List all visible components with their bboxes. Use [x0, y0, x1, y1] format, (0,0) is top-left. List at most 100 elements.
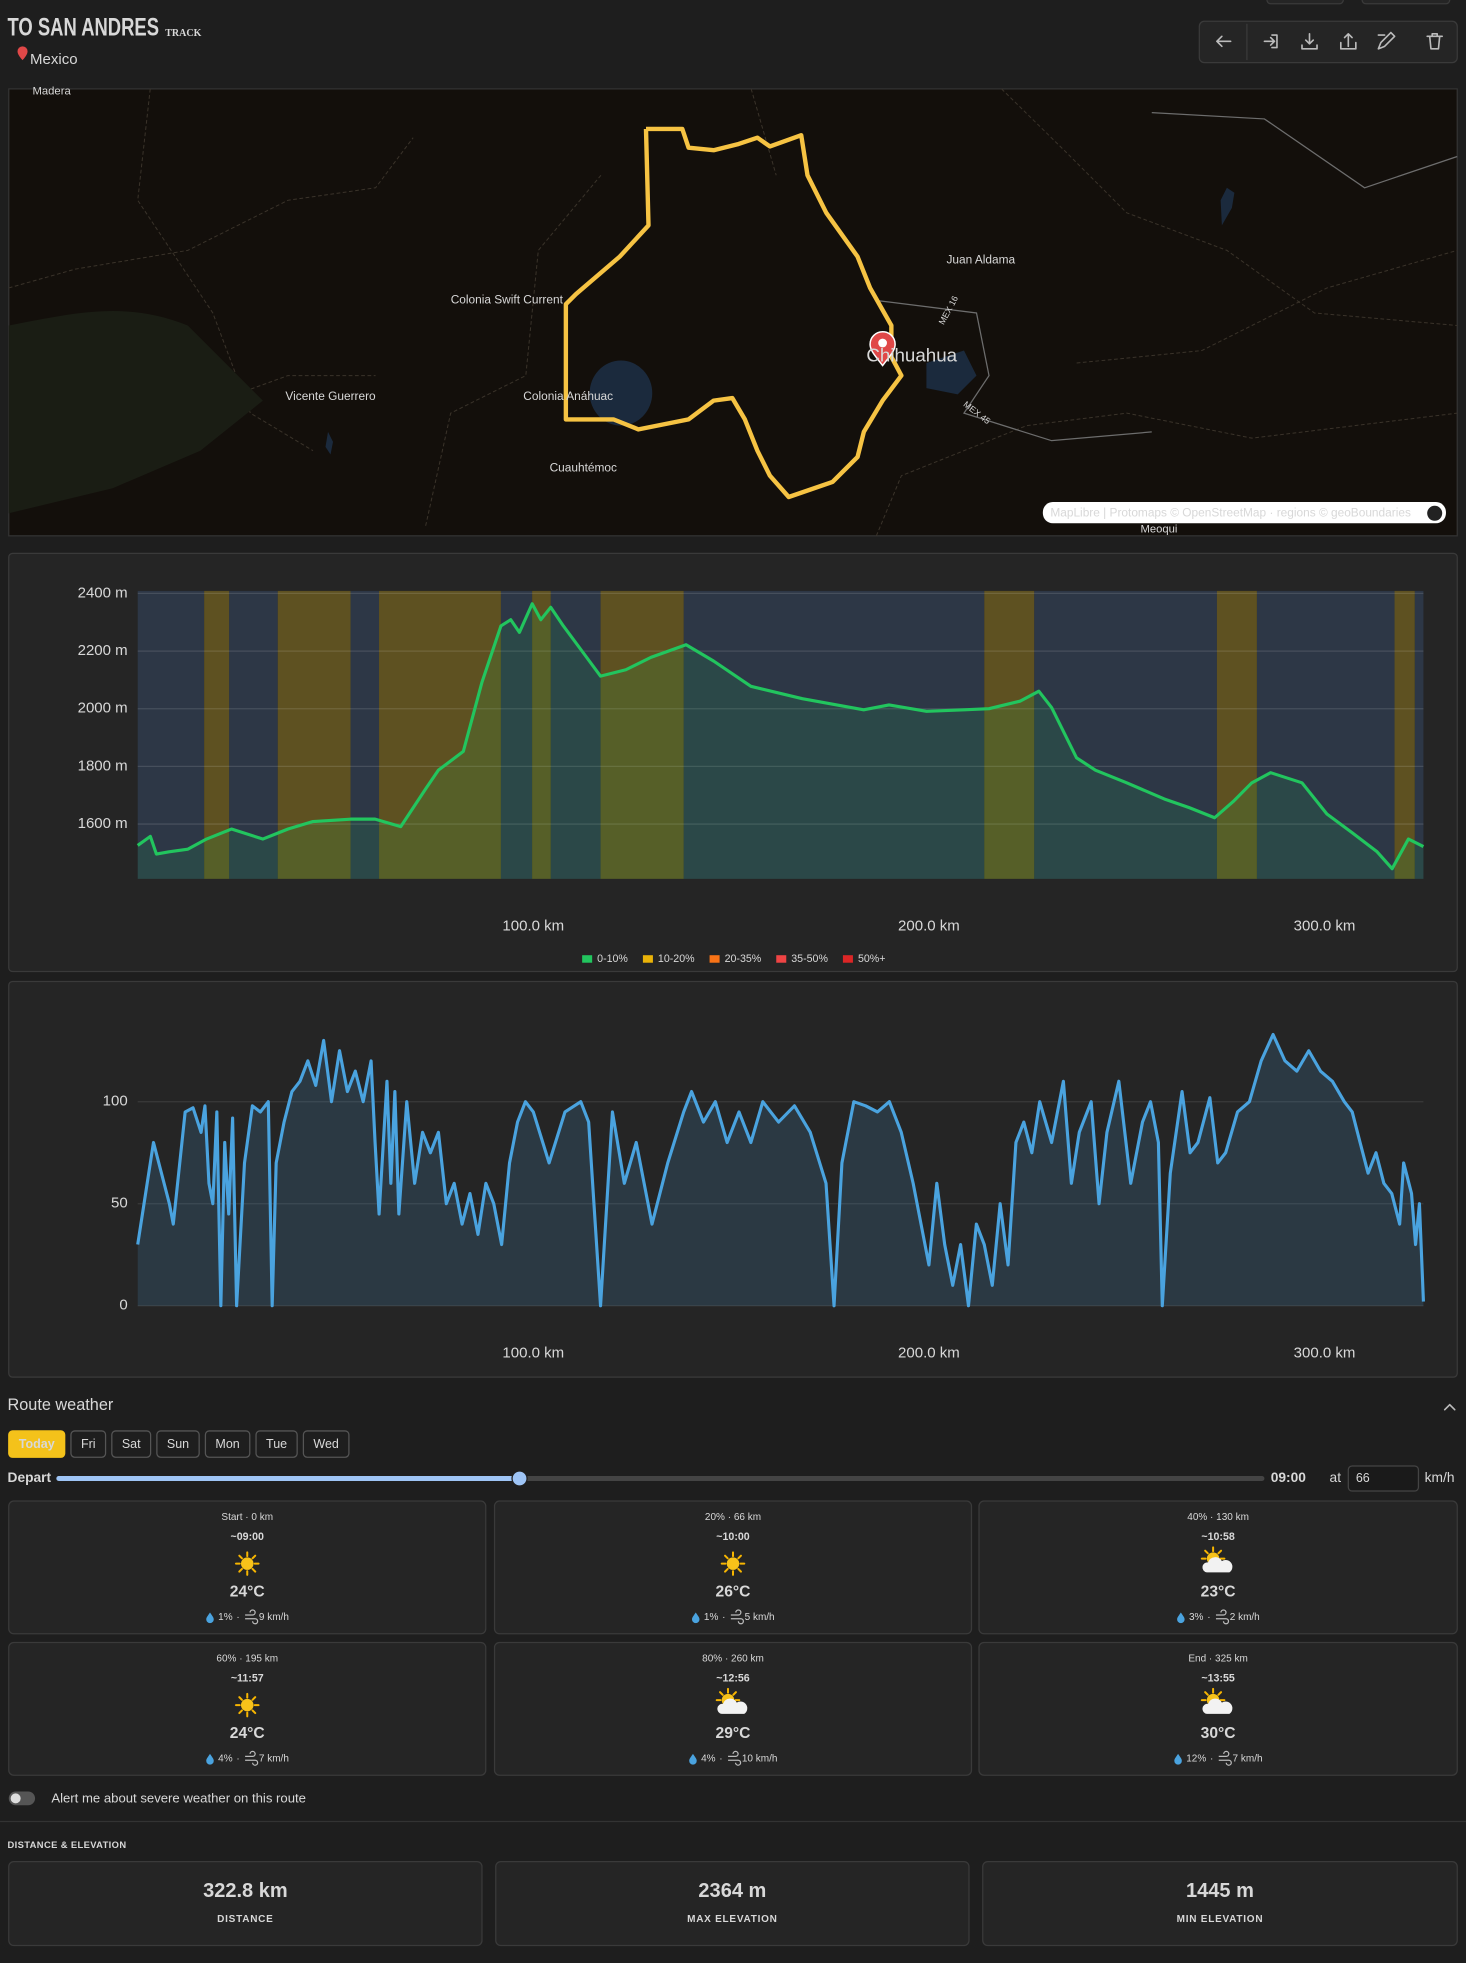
sun-ray	[724, 1567, 729, 1573]
location: Mexico	[30, 51, 78, 68]
y-tick-label: 1800 m	[78, 757, 128, 774]
map-background	[8, 88, 1458, 537]
line	[136, 1032, 1425, 1308]
card-rain: 1%	[218, 1612, 233, 1623]
card-temp: 24°C	[230, 1584, 265, 1601]
sun	[240, 1698, 254, 1712]
card-point: 80% · 260 km	[702, 1653, 764, 1664]
legend-label: 20-35%	[725, 953, 762, 965]
card-time: ~09:00	[231, 1531, 264, 1543]
share-button[interactable]	[1339, 32, 1357, 50]
drop-icon	[689, 1753, 697, 1765]
y-tick-label: 50	[111, 1195, 128, 1212]
drop-icon	[1174, 1753, 1182, 1765]
map[interactable]: MapLibre | Protomaps © OpenStreetMap · r…	[8, 85, 1458, 537]
day-tab-label: Today	[19, 1437, 55, 1451]
alert-toggle-knob	[10, 1793, 21, 1804]
speed-input[interactable]	[1347, 1465, 1420, 1492]
speed-unit: km/h	[1425, 1470, 1455, 1485]
card-temp: 30°C	[1201, 1725, 1236, 1742]
weather-icon	[234, 1551, 260, 1576]
map-label: Colonia Anáhuac	[523, 389, 613, 403]
stat-label: DISTANCE	[217, 1914, 273, 1925]
grade-band	[277, 590, 351, 879]
sun	[726, 1557, 740, 1570]
badge: TRACK	[165, 28, 201, 39]
card-temp: 29°C	[716, 1725, 751, 1742]
card-point: 40% · 130 km	[1187, 1512, 1249, 1523]
top-button[interactable]	[1361, 0, 1451, 5]
day-tab-label: Sun	[167, 1437, 189, 1451]
day-tab[interactable]	[70, 1430, 107, 1458]
legend-swatch	[582, 955, 593, 963]
day-tab[interactable]	[156, 1430, 200, 1458]
x-tick-label: 200.0 km	[898, 1344, 960, 1361]
collapse-button[interactable]	[1443, 1403, 1456, 1411]
depart-time: 09:00	[1271, 1470, 1307, 1485]
stat-card	[495, 1860, 970, 1947]
card-point: 20% · 66 km	[705, 1512, 761, 1523]
card-sep: ·	[719, 1754, 722, 1765]
card-time: ~10:00	[716, 1531, 749, 1543]
card-temp: 24°C	[230, 1725, 265, 1742]
weather-icon	[1200, 1546, 1233, 1573]
map-label: Madera	[33, 85, 72, 97]
wind-icon	[1218, 1750, 1232, 1766]
card-sep: ·	[1210, 1754, 1213, 1765]
day-tab[interactable]	[111, 1430, 152, 1458]
grade-band	[379, 590, 501, 879]
sun-ray	[251, 1567, 257, 1573]
stat-value: 2364 m	[698, 1880, 766, 1902]
at-label: at	[1330, 1470, 1342, 1485]
x-tick-label: 100.0 km	[502, 1344, 564, 1361]
card-time: ~12:56	[716, 1673, 749, 1685]
wind-icon	[728, 1750, 742, 1766]
grade-band	[532, 590, 551, 879]
sun-ray	[238, 1696, 243, 1701]
back-button[interactable]	[1216, 35, 1232, 48]
edit-button[interactable]	[1377, 31, 1396, 50]
cloud	[1202, 1557, 1233, 1573]
slider-knob[interactable]	[511, 1470, 528, 1487]
map-terrain	[8, 311, 263, 514]
stat-card	[8, 1860, 483, 1947]
grade-band	[350, 590, 380, 879]
card-wind: 7 km/h	[259, 1754, 289, 1765]
card-time: ~11:57	[231, 1673, 264, 1685]
day-tab[interactable]	[255, 1430, 298, 1458]
download-button[interactable]	[1301, 32, 1318, 50]
grade-band	[550, 590, 601, 879]
map-label: Vicente Guerrero	[285, 389, 376, 403]
slider-fill	[56, 1476, 520, 1482]
card-sep: ·	[722, 1612, 725, 1623]
info-button[interactable]	[1427, 505, 1443, 521]
weather-icon	[1200, 1687, 1233, 1714]
day-tab[interactable]	[204, 1430, 251, 1458]
legend-swatch	[642, 955, 653, 963]
day-tab[interactable]	[8, 1430, 66, 1458]
sun-ray	[251, 1554, 257, 1560]
card-time: ~13:55	[1201, 1673, 1234, 1685]
map-label: Chihuahua	[866, 345, 957, 366]
weather-icon	[715, 1687, 748, 1714]
delete-button[interactable]	[1426, 32, 1444, 50]
x-tick-label: 100.0 km	[502, 917, 564, 934]
area	[137, 1034, 1424, 1306]
speed-input-value: 66	[1356, 1471, 1370, 1485]
route-marker[interactable]	[869, 331, 896, 367]
y-tick-label: 2000 m	[78, 700, 128, 717]
wind-icon	[1215, 1609, 1230, 1625]
legend-swatch	[776, 955, 787, 963]
card-wind: 2 km/h	[1230, 1612, 1260, 1623]
stat-value: 322.8 km	[203, 1880, 288, 1902]
top-button[interactable]	[1266, 0, 1344, 5]
attribution-box	[1042, 502, 1446, 524]
toolbar	[1198, 20, 1458, 64]
sun-ray	[724, 1554, 729, 1560]
day-tab[interactable]	[302, 1430, 350, 1458]
sun-ray	[737, 1567, 742, 1573]
open-button[interactable]	[1263, 34, 1278, 49]
wind-icon	[245, 1609, 259, 1625]
legend-swatch	[709, 955, 720, 963]
x-tick-label: 300.0 km	[1294, 917, 1356, 934]
